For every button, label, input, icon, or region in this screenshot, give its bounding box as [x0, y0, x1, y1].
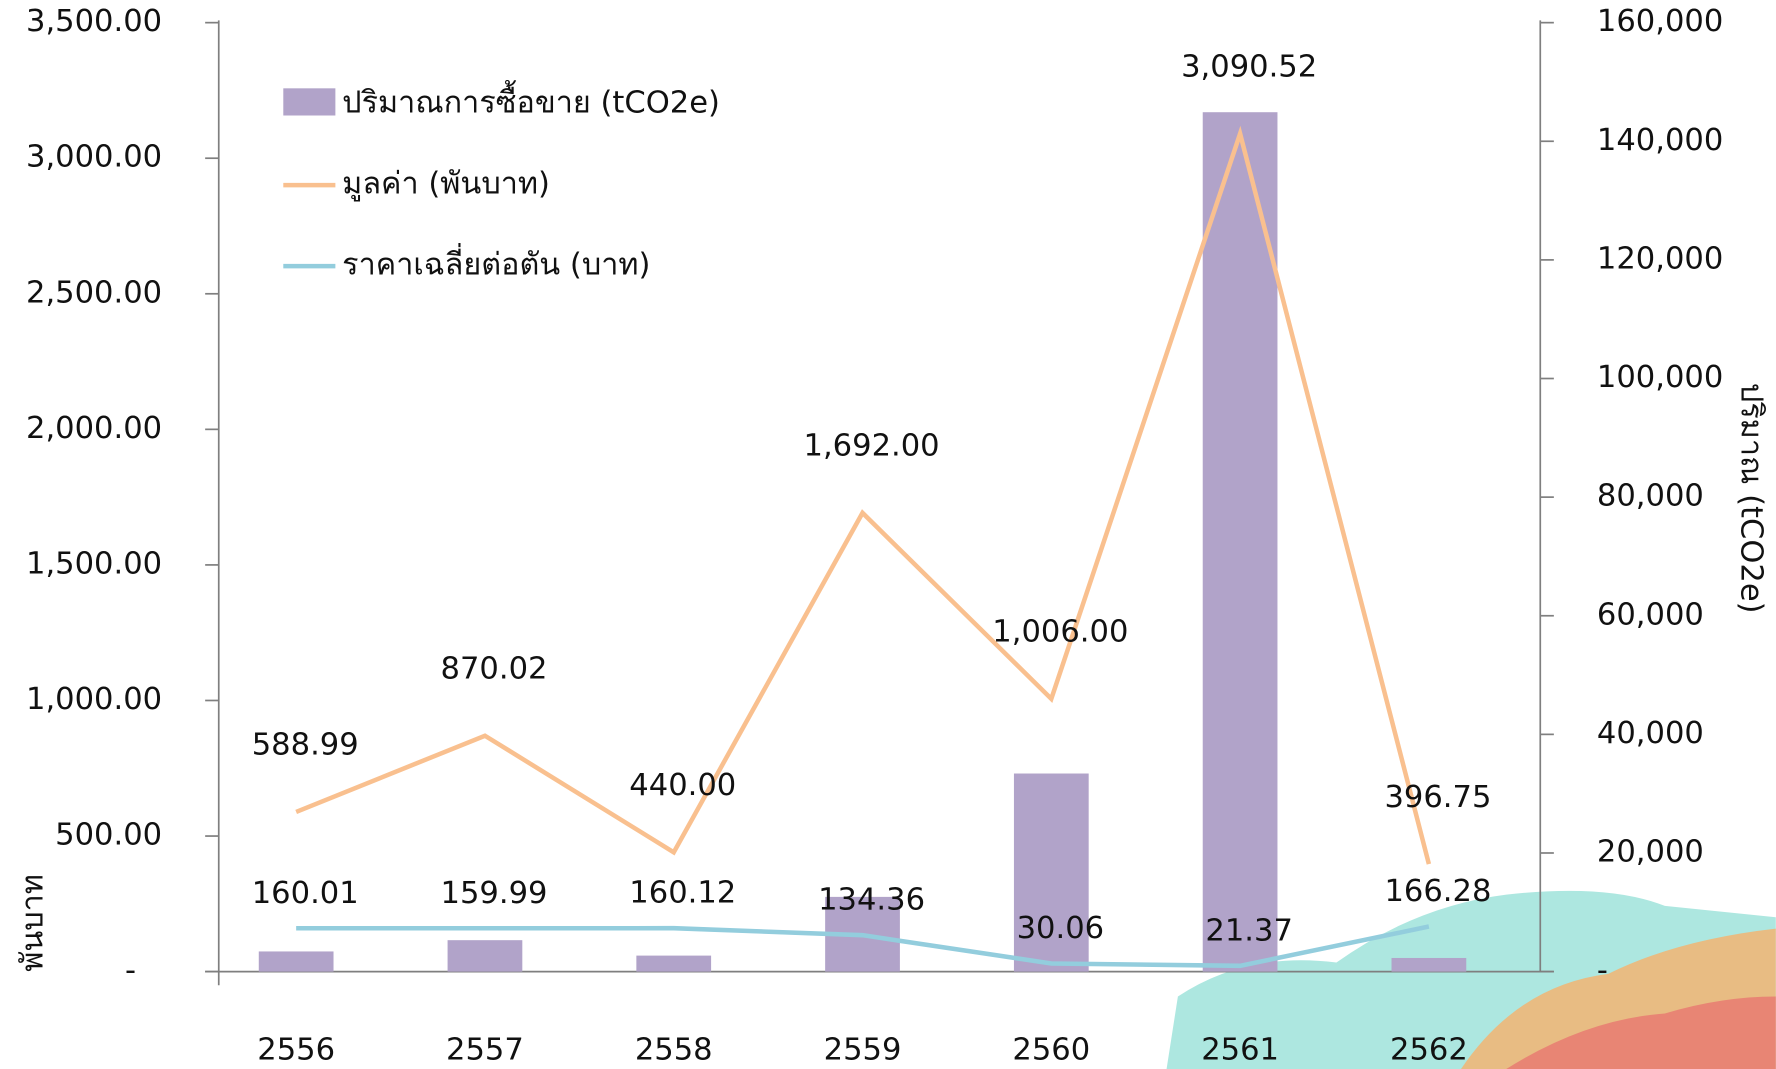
x-tick-label: 2559 [824, 1032, 902, 1067]
data-label: 160.12 [629, 876, 736, 911]
x-tick-label: 2558 [635, 1032, 713, 1067]
y2-tick-label: 120,000 [1597, 241, 1723, 276]
data-label: 160.01 [252, 876, 359, 911]
data-label: 3,090.52 [1181, 49, 1317, 84]
chart: พันบาท ปริมาณ (tCO2e) - 500.00 1,000.00 1,5… [0, 0, 1776, 1069]
data-label: 21.37 [1205, 913, 1293, 948]
y2-tick-label: 40,000 [1597, 716, 1704, 751]
y-axis-label: พันบาท [16, 874, 51, 972]
y-tick-label: 500.00 [55, 818, 162, 853]
y2-tick-label: 100,000 [1597, 360, 1723, 395]
legend-label: ราคาเฉลี่ยต่อตัน (บาท) [342, 243, 650, 283]
data-label: 134.36 [818, 883, 925, 918]
data-label: 440.00 [629, 768, 736, 803]
y2-tick-label: 60,000 [1597, 597, 1704, 632]
data-label: 159.99 [441, 876, 548, 911]
y2-tick-label: - [1597, 953, 1608, 988]
data-label: 1,692.00 [804, 429, 940, 464]
y-tick-label: - [125, 953, 136, 988]
y2-tick-label: 80,000 [1597, 479, 1704, 514]
data-label: 870.02 [441, 652, 548, 687]
y-tick-label: 3,000.00 [26, 140, 162, 175]
x-tick-label: 2560 [1012, 1032, 1090, 1067]
y2-tick-label: 140,000 [1597, 123, 1723, 158]
legend-label: มูลค่า (พันบาท) [342, 167, 550, 202]
y2-tick-label: 20,000 [1597, 834, 1704, 869]
y-tick-label: 1,000.00 [26, 682, 162, 717]
x-tick-label: 2557 [446, 1032, 524, 1067]
bar [1392, 958, 1467, 972]
data-label: 1,006.00 [992, 615, 1128, 650]
y2-axis-label: ปริมาณ (tCO2e) [1733, 383, 1768, 614]
y-tick-label: 3,500.00 [26, 4, 162, 39]
legend-label: ปริมาณการซื้อขาย (tCO2e) [342, 81, 720, 121]
legend-swatch [283, 88, 335, 115]
x-tick-label: 2562 [1390, 1032, 1468, 1067]
bar [448, 940, 523, 971]
y-tick-label: 1,500.00 [26, 546, 162, 581]
data-label: 30.06 [1017, 911, 1105, 946]
y-tick-label: 2,500.00 [26, 275, 162, 310]
y-tick-label: 2,000.00 [26, 411, 162, 446]
data-label: 166.28 [1384, 874, 1491, 909]
bar [636, 956, 711, 972]
y2-tick-label: 160,000 [1597, 4, 1723, 39]
data-label: 396.75 [1384, 780, 1491, 815]
data-label: 588.99 [252, 728, 359, 763]
x-tick-label: 2561 [1201, 1032, 1279, 1067]
bar [259, 951, 334, 971]
x-tick-label: 2556 [257, 1032, 335, 1067]
